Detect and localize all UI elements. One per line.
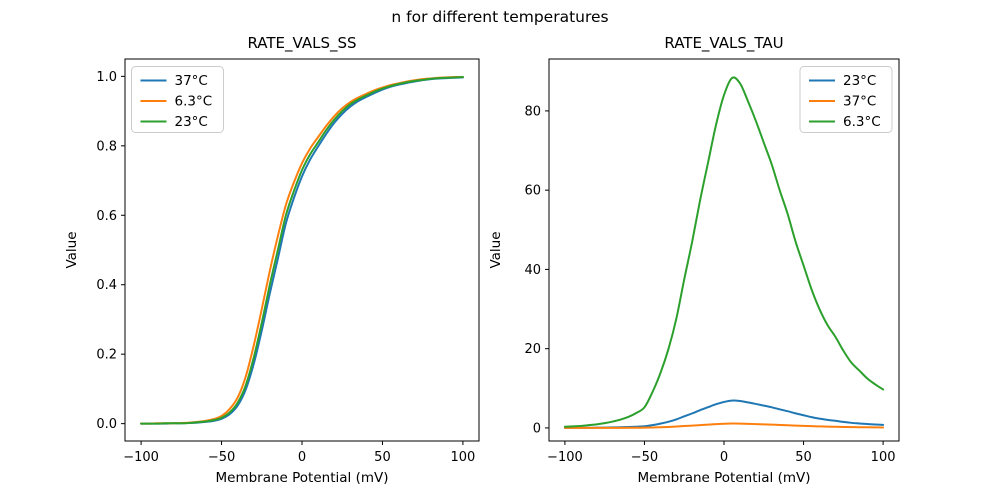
- legend-label-ss-23c: 23°C: [175, 114, 208, 130]
- y-tick-label: 0.4: [96, 278, 117, 293]
- x-tick-label: −50: [631, 450, 658, 465]
- legend-ss: 37°C 6.3°C 23°C: [131, 66, 224, 133]
- x-tick-label: 0: [720, 450, 728, 465]
- figure-title: n for different temperatures: [391, 8, 609, 26]
- y-tick-label: 0.2: [96, 348, 117, 363]
- legend-label-ss-37c: 37°C: [175, 73, 208, 89]
- legend-tau: 23°C 37°C 6.3°C: [799, 66, 893, 133]
- y-axis-label-ss: Value: [64, 231, 80, 268]
- legend-label-tau-37c: 37°C: [843, 94, 876, 110]
- x-tick-label: −100: [123, 450, 159, 465]
- x-tick-label: 100: [450, 450, 475, 465]
- x-axis-ss: −100 −50 0 50 100: [123, 441, 475, 465]
- series-line-tau-6p3c: [563, 76, 885, 428]
- x-tick-label: −100: [547, 450, 583, 465]
- x-tick-label: 50: [795, 450, 812, 465]
- y-tick-label: 0.6: [96, 209, 117, 224]
- x-axis-label-ss: Membrane Potential (mV): [215, 470, 388, 486]
- x-tick-label: 100: [871, 450, 896, 465]
- legend-label-tau-6p3c: 6.3°C: [843, 114, 881, 130]
- y-tick-label: 60: [524, 184, 541, 199]
- legend-label-ss-6p3c: 6.3°C: [175, 94, 213, 110]
- x-axis-label-tau: Membrane Potential (mV): [637, 470, 810, 486]
- subplot-title-ss: RATE_VALS_SS: [247, 34, 356, 53]
- y-axis-label-tau: Value: [488, 231, 504, 268]
- x-tick-label: −50: [208, 450, 235, 465]
- y-tick-label: 0.0: [96, 417, 117, 432]
- subplot-tau: −100 −50 0 50 100 0 20 40 60 80 RATE_VALS_TAU Membr…: [488, 34, 900, 486]
- subplot-ss: −100 −50 0 50 100 0.0 0.2 0.4 0.6 0.8 1.0 RATE_VALS…: [64, 34, 480, 486]
- y-tick-label: 0: [533, 421, 541, 436]
- series-line-tau-37c: [563, 422, 885, 429]
- subplot-title-tau: RATE_VALS_TAU: [664, 34, 783, 53]
- y-tick-label: 0.8: [96, 139, 117, 154]
- legend-label-tau-23c: 23°C: [843, 73, 876, 89]
- legend-box-ss: [131, 66, 224, 133]
- x-tick-label: 50: [374, 450, 391, 465]
- series-line-ss-23c: [140, 76, 464, 425]
- x-axis-tau: −100 −50 0 50 100: [547, 441, 896, 465]
- y-tick-label: 20: [524, 342, 541, 357]
- x-tick-label: 0: [298, 450, 306, 465]
- y-axis-ss: 0.0 0.2 0.4 0.6 0.8 1.0: [96, 70, 125, 432]
- legend-box-tau: [799, 66, 893, 133]
- y-tick-label: 80: [524, 104, 541, 119]
- y-tick-label: 40: [524, 263, 541, 278]
- y-tick-label: 1.0: [96, 70, 117, 85]
- y-axis-tau: 0 20 40 60 80: [524, 104, 549, 436]
